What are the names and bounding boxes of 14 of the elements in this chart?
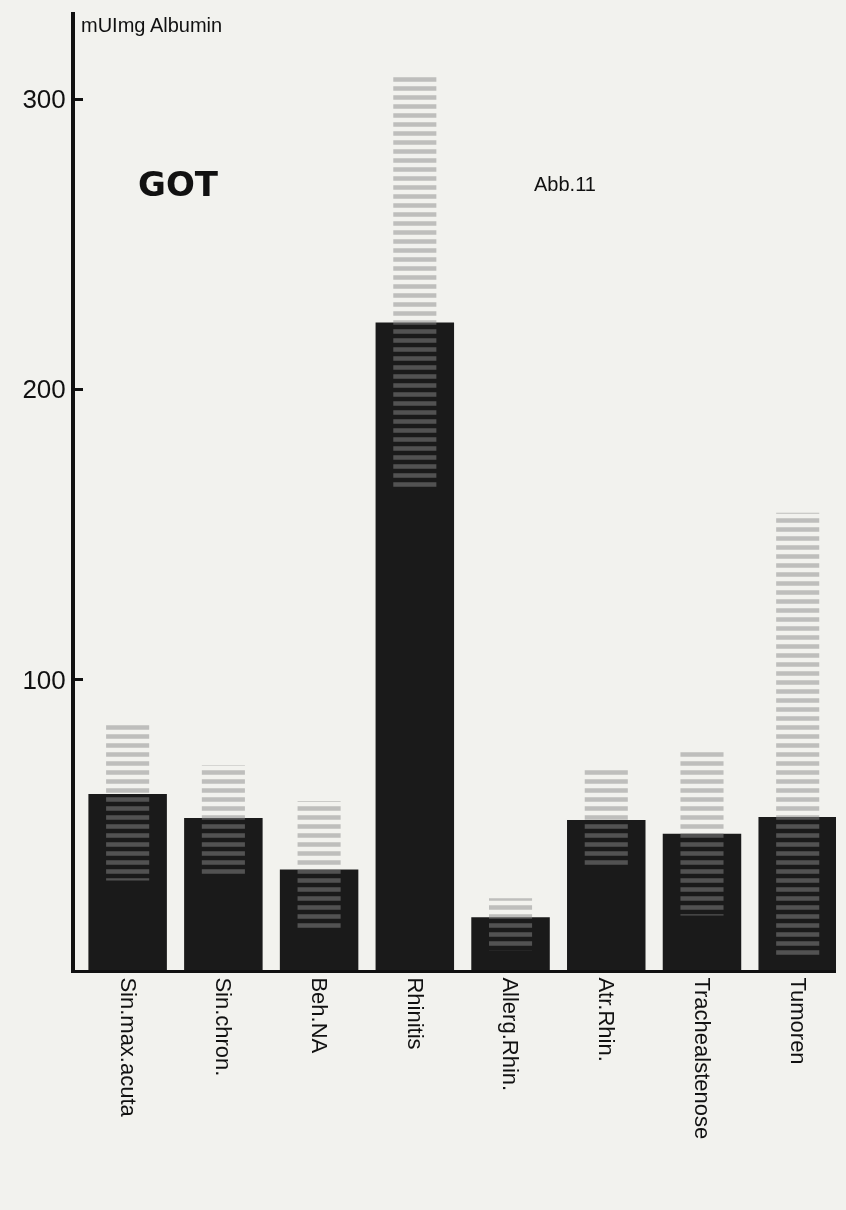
y-tick-label: 100 <box>22 664 66 695</box>
x-tick-label: Beh.NA <box>306 977 332 1054</box>
y-axis-title: mUImg Albumin <box>81 14 223 36</box>
x-tick-label: Tumoren <box>785 977 811 1065</box>
annotation: Abb.11 <box>534 173 596 195</box>
x-tick-label: Trachealstenose <box>689 977 715 1140</box>
x-tick-label: Sin.max.acuta <box>115 977 141 1118</box>
x-tick-label: Atr.Rhin. <box>594 977 620 1062</box>
x-tick-label: Sin.chron. <box>211 977 237 1077</box>
x-tick-label: Allerg.Rhin. <box>498 977 524 1092</box>
text: GOT <box>138 164 219 204</box>
y-tick-label: 200 <box>22 374 66 405</box>
y-tick-label: 300 <box>22 84 66 115</box>
x-tick-label: Rhinitis <box>402 977 428 1050</box>
